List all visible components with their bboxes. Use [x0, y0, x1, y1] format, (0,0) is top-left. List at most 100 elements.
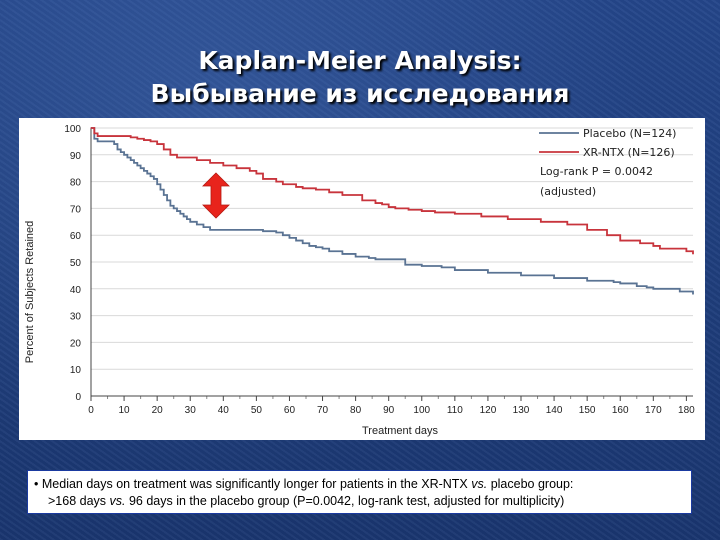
series-0-point-19: [163, 194, 165, 196]
series-0-point-9: [130, 159, 132, 161]
series-1-point-8: [156, 143, 158, 145]
series-1-point-43: [652, 245, 654, 247]
series-0-point-6: [120, 151, 122, 153]
annotation-adjusted: (adjusted): [540, 185, 596, 198]
series-1-point-15: [235, 167, 238, 169]
series-1-point-11: [176, 156, 178, 159]
series-0-point-38: [308, 245, 310, 247]
series-1-point-14: [222, 164, 224, 167]
series-1-point-27: [374, 202, 377, 204]
series-0-point-21: [169, 205, 171, 207]
series-0-point-17: [156, 183, 158, 185]
series-1-point-13: [209, 162, 211, 164]
series-0-point-13: [143, 170, 145, 172]
y-tick-label-5: 50: [70, 258, 82, 269]
x-tick-label-11: 110: [447, 405, 463, 416]
series-0-point-56: [613, 281, 615, 283]
x-tick-label-16: 160: [612, 405, 629, 416]
series-1-point-10: [169, 154, 171, 156]
series-1-point-44: [659, 248, 661, 250]
series-1-point-46: [685, 250, 687, 252]
series-0-point-18: [159, 189, 162, 191]
series-0-point-37: [302, 242, 304, 244]
y-tick-label-1: 10: [70, 365, 82, 376]
slide-title-line1: Kaplan-Meier Analysis:: [198, 46, 522, 75]
legend-label-1: XR-NTX (N=126): [583, 146, 675, 159]
series-0-point-40: [321, 248, 324, 250]
y-tick-label-3: 30: [70, 312, 82, 323]
y-tick-label-2: 20: [70, 338, 82, 349]
series-1-point-17: [255, 172, 257, 175]
slide-title: Kaplan-Meier Analysis: Выбывание из иссл…: [0, 44, 720, 110]
series-0-point-44: [368, 257, 370, 259]
y-axis-title: Percent of Subjects Retained: [24, 221, 36, 363]
series-0-point-29: [202, 226, 205, 228]
series-1-point-19: [275, 181, 277, 183]
series-0-point-63: [692, 293, 694, 295]
y-tick-label-4: 40: [70, 285, 82, 296]
series-1-point-6: [143, 139, 145, 141]
series-0-point-52: [487, 272, 489, 274]
y-tick-label-7: 70: [70, 204, 82, 215]
series-1-point-2: [97, 135, 99, 137]
series-0-point-45: [374, 258, 377, 260]
series-1-point-26: [361, 199, 363, 201]
slide-title-line2: Выбывание из исследования: [150, 79, 570, 108]
series-1-point-38: [566, 223, 568, 226]
grid-layer: [91, 127, 693, 370]
note-text-1b: placebo group:: [487, 477, 574, 491]
note-text-1a: Median days on treatment was significant…: [41, 477, 472, 491]
series-0-point-1: [93, 138, 95, 140]
note-line-1: • Median days on treatment was significa…: [34, 476, 685, 493]
series-1-point-34: [454, 213, 456, 215]
series-0-point-16: [153, 178, 155, 180]
series-1-point-24: [328, 191, 330, 193]
series-0-point-12: [140, 167, 142, 169]
series-0-point-48: [404, 264, 406, 266]
series-0-point-5: [116, 148, 119, 151]
series-0-point-57: [619, 282, 621, 285]
series-1-point-20: [282, 183, 284, 185]
series-1-point-21: [295, 186, 297, 188]
series-0-point-51: [454, 269, 456, 271]
x-tick-label-4: 40: [218, 405, 230, 416]
series-0-point-43: [355, 256, 357, 258]
series-0-point-55: [586, 280, 588, 282]
series-0-point-49: [421, 265, 423, 267]
x-tick-label-17: 170: [645, 405, 662, 416]
axis-layer: 0 10 20 30 40 50 60 70 80 90 100 0 10 20 30 40 50 60 70 80 9…: [64, 124, 695, 416]
series-0-point-60: [652, 288, 654, 290]
x-tick-label-15: 150: [579, 405, 596, 416]
note-text-2b: 96 days in the placebo group (P=0.0042, …: [125, 494, 565, 508]
x-tick-label-5: 50: [251, 405, 263, 416]
series-1-point-29: [388, 206, 390, 208]
note-vs-1: vs.: [471, 477, 488, 491]
double-arrow-shape: [202, 172, 230, 219]
series-1-point-22: [302, 187, 304, 189]
annotation-logrank: Log-rank P = 0.0042: [540, 165, 653, 178]
chart-panel: 0 10 20 30 40 50 60 70 80 90 100 0 10 20 30 40 50 60 70 80 9…: [19, 118, 705, 440]
series-1-point-32: [421, 210, 423, 212]
note-text-2a: >168 days: [48, 494, 110, 508]
x-tick-label-3: 30: [185, 405, 197, 416]
series-line-1: [91, 127, 694, 254]
y-tick-label-10: 100: [64, 124, 81, 135]
series-0-point-14: [146, 172, 148, 175]
series-layer: [90, 127, 694, 295]
series-1-point-37: [540, 221, 542, 223]
series-1-point-42: [639, 242, 641, 244]
series-0-point-33: [275, 231, 277, 234]
note-line-2: >168 days vs. 96 days in the placebo gro…: [34, 493, 685, 510]
series-1-point-33: [434, 211, 436, 214]
series-1-point-30: [394, 207, 396, 209]
x-tick-label-0: 0: [88, 405, 94, 416]
series-0-point-11: [136, 164, 138, 167]
x-tick-label-2: 20: [152, 405, 164, 416]
series-1-point-31: [407, 209, 410, 211]
series-0-point-32: [262, 230, 264, 232]
series-1-point-25: [341, 194, 343, 196]
series-0-point-25: [183, 215, 185, 218]
note-vs-2: vs.: [109, 494, 126, 508]
series-0-point-3: [110, 140, 112, 142]
series-1-point-0: [90, 127, 92, 129]
